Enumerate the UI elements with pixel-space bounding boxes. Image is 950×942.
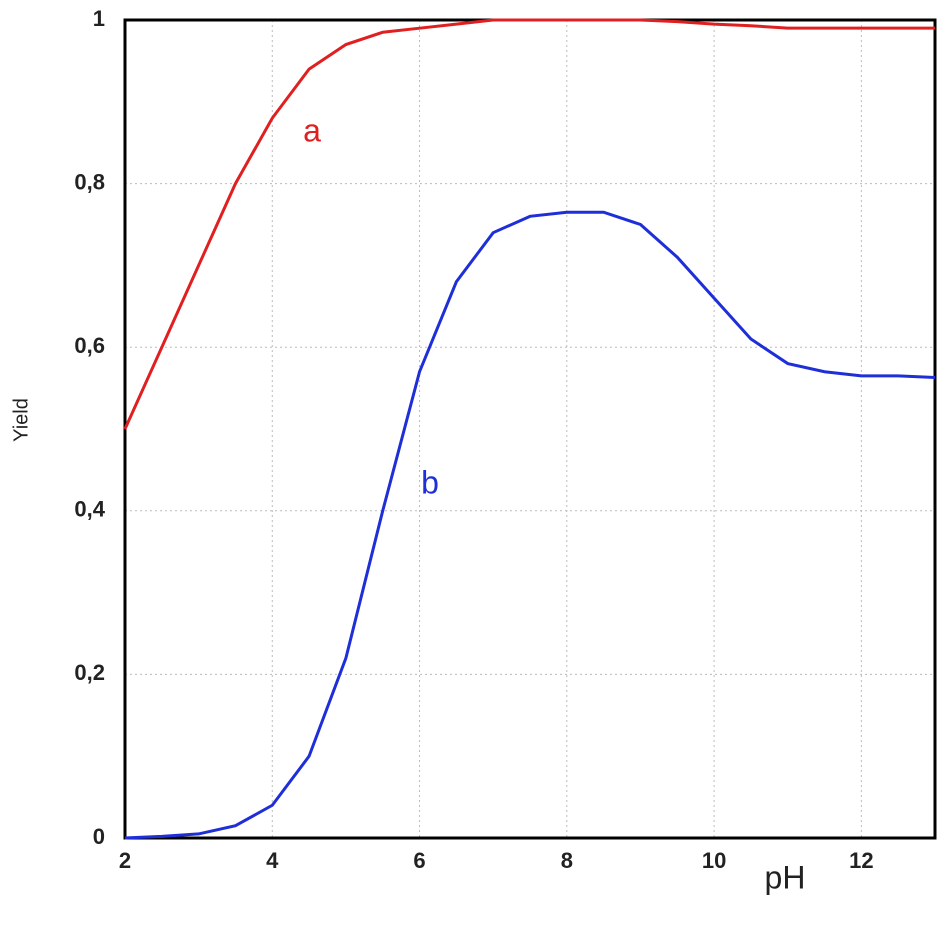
x-tick-label: 6 (413, 848, 425, 873)
x-tick-label: 12 (849, 848, 873, 873)
series-label: b (421, 464, 439, 500)
x-tick-label: 4 (266, 848, 279, 873)
series-line (123, 18, 935, 430)
y-tick-label: 0,6 (74, 333, 105, 358)
y-axis-label: Yield (10, 398, 32, 442)
y-tick-label: 0,4 (74, 497, 105, 522)
y-tick-label: 0 (93, 824, 105, 849)
y-tick-label: 0,8 (74, 169, 105, 194)
series-line (124, 210, 936, 840)
x-tick-label: 2 (119, 848, 131, 873)
plot-border (123, 18, 937, 840)
x-tick-label: 8 (561, 848, 573, 873)
y-tick-label: 0,2 (74, 660, 105, 685)
x-axis-label: pH (765, 859, 806, 895)
series-label: a (303, 112, 321, 148)
x-tick-label: 10 (702, 848, 726, 873)
y-tick-label: 1 (93, 6, 105, 31)
